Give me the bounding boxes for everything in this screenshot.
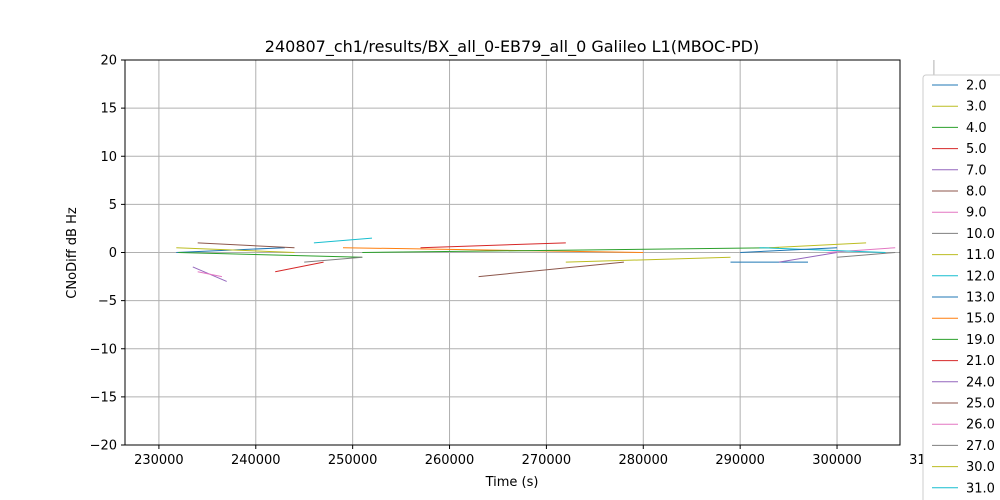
- legend-label: 24.0: [966, 375, 995, 390]
- y-tick-label: 0: [109, 246, 117, 261]
- y-tick-label: −15: [90, 390, 117, 405]
- legend-box: [922, 74, 1000, 500]
- series-line-27-0: [836, 252, 896, 258]
- y-tick-label: 20: [100, 54, 117, 69]
- series-line-21-0: [420, 242, 566, 249]
- legend-label: 5.0: [966, 142, 987, 157]
- chart-title: 240807_ch1/results/BX_all_0-EB79_all_0 G…: [265, 37, 759, 57]
- series-line-33-0: [740, 247, 838, 253]
- legend-label: 13.0: [966, 291, 995, 306]
- axis-ticks: 230000 240000 250000 260000 270000 280000 2900…: [90, 54, 959, 469]
- legend-label: 26.0: [966, 418, 995, 433]
- series-line-5-0: [275, 261, 324, 273]
- legend-label: 8.0: [966, 185, 987, 200]
- x-tick-label: 230000: [134, 453, 184, 468]
- legend-label: 30.0: [966, 460, 995, 475]
- x-axis-title: Time (s): [485, 475, 539, 490]
- y-tick-label: 5: [109, 198, 117, 213]
- x-tick-label: 250000: [328, 453, 378, 468]
- series-line-3-0: [176, 247, 295, 253]
- y-tick-label: 10: [100, 150, 117, 165]
- series-line-9-0: [197, 271, 222, 278]
- series-line-10-0: [304, 256, 363, 263]
- legend-label: 15.0: [966, 312, 995, 327]
- series-line-31-0: [759, 247, 886, 253]
- x-tick-label: 280000: [618, 453, 668, 468]
- series-line-12-0: [313, 237, 373, 244]
- x-tick-label: 300000: [812, 453, 862, 468]
- legend-label: 12.0: [966, 269, 995, 284]
- series-line-4-0: [178, 252, 363, 258]
- y-tick-label: −10: [90, 342, 117, 357]
- legend: 2.0 3.0 4.0 5.0 7.0 8.0 9.0 10.0 11.0 12.0 13.0 15.…: [922, 74, 1000, 500]
- x-tick-label: 290000: [715, 453, 765, 468]
- series-line-25-0: [478, 261, 624, 278]
- legend-label: 7.0: [966, 163, 987, 178]
- legend-label: 31.0: [966, 481, 995, 496]
- y-axis-title: CNoDiff dB Hz: [65, 207, 80, 299]
- y-tick-label: −5: [98, 294, 117, 309]
- legend-label: 10.0: [966, 227, 995, 242]
- series-line-30-0: [769, 242, 867, 249]
- legend-label: 25.0: [966, 397, 995, 412]
- x-tick-label: 270000: [522, 453, 572, 468]
- series-line-26-0: [827, 247, 896, 253]
- series-line-15-0: [342, 247, 644, 253]
- y-tick-label: −20: [90, 439, 117, 454]
- legend-label: 19.0: [966, 333, 995, 348]
- x-tick-label: 240000: [231, 453, 281, 468]
- y-tick-label: 15: [100, 102, 117, 117]
- x-tick-label: 260000: [425, 453, 475, 468]
- legend-label: 27.0: [966, 439, 995, 454]
- series-line-24-0: [778, 252, 838, 263]
- series-group: [176, 237, 896, 282]
- legend-label: 4.0: [966, 121, 987, 136]
- series-line-8-0: [197, 242, 295, 249]
- legend-label: 2.0: [966, 79, 987, 94]
- legend-label: 9.0: [966, 206, 987, 221]
- series-line-19-0: [362, 247, 779, 253]
- series-line-11-0: [565, 256, 731, 263]
- legend-label: 21.0: [966, 354, 995, 369]
- legend-label: 3.0: [966, 100, 987, 115]
- legend-label: 11.0: [966, 248, 995, 263]
